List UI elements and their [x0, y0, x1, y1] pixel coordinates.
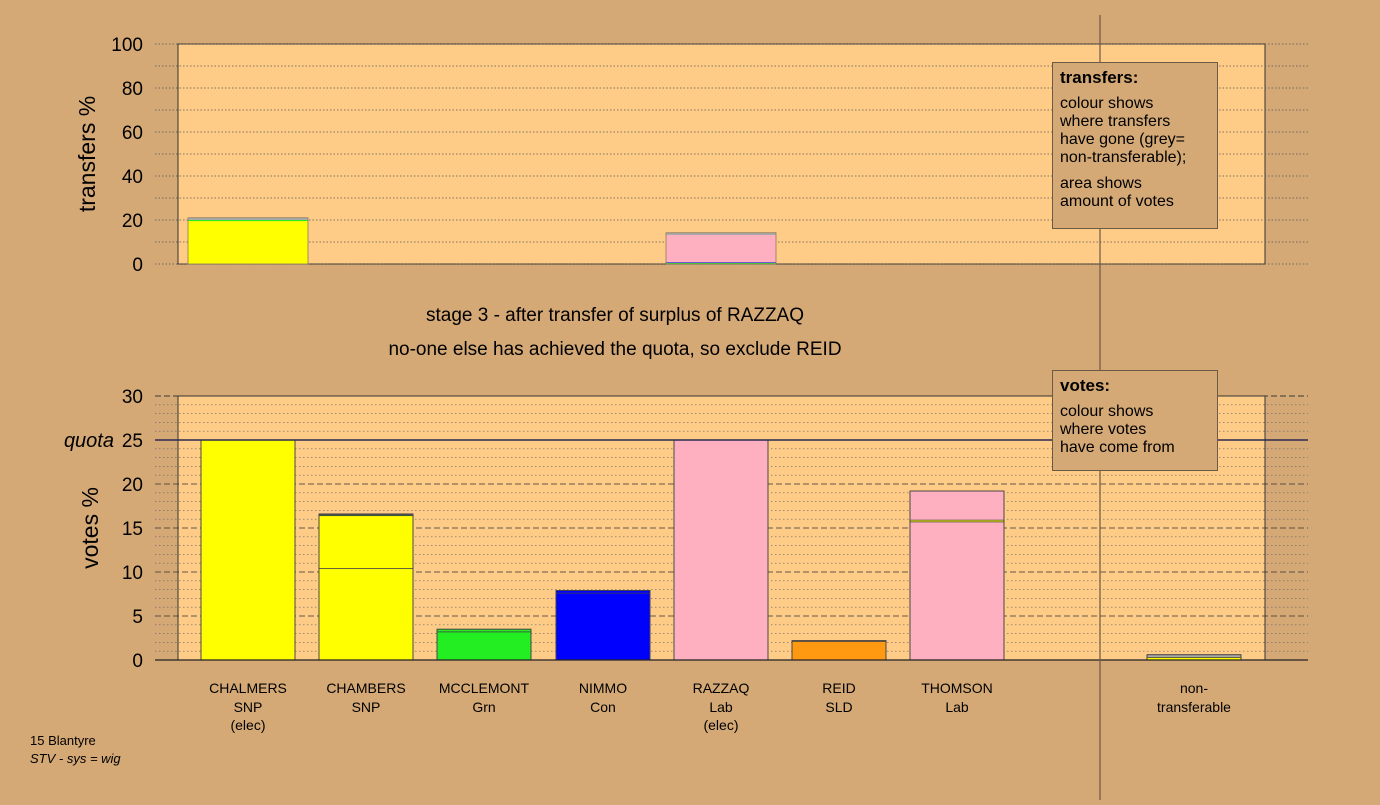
votes-tick-label: 20: [122, 475, 143, 496]
vote-bar-segment: [436, 631, 532, 661]
candidate-elected-note: (elec): [703, 717, 738, 733]
candidate-name: RAZZAQ: [693, 680, 750, 696]
transfers-axis-label: transfers %: [74, 96, 100, 212]
vote-bar-segment: [200, 439, 296, 661]
quota-label: quota: [64, 430, 114, 452]
votes-axis-label: votes %: [77, 487, 103, 569]
system-note: STV - sys = wig: [30, 751, 121, 766]
votes-legend-title: votes:: [1060, 376, 1111, 395]
transfer-bar-segment: [666, 234, 776, 263]
votes-tick-label: 15: [122, 519, 143, 540]
transfer-bar-outline: [665, 232, 777, 265]
votes-tick-label: 30: [122, 387, 143, 408]
transfers-tick-label: 20: [122, 211, 143, 232]
candidate-party: Grn: [472, 699, 495, 715]
transfers-legend-line: area shows: [1060, 175, 1142, 192]
transfer-bar-segment: [188, 220, 308, 222]
transfers-legend-line: colour shows: [1060, 95, 1154, 112]
votes-legend: votes: colour shows where votes have com…: [1052, 370, 1218, 471]
candidate-party: SLD: [825, 699, 852, 715]
candidate-party: SNP: [234, 699, 263, 715]
candidate-name: THOMSON: [921, 680, 993, 696]
transfer-bar-outline: [187, 217, 309, 265]
transfer-bar-segment: [666, 262, 776, 263]
vote-bar-segment: [318, 568, 414, 661]
transfer-bar-segment: [666, 262, 776, 264]
transfer-bar-segment: [666, 232, 776, 235]
votes-tick-label: 25: [122, 431, 143, 452]
ward-name: 15 Blantyre: [30, 733, 96, 748]
vote-bar-segment: [318, 515, 414, 569]
votes-legend-line: colour shows: [1060, 403, 1154, 420]
candidate-name: CHALMERS: [209, 680, 287, 696]
transfers-tick-label: 40: [122, 167, 143, 188]
transfers-legend: transfers: colour shows where transfers …: [1052, 62, 1218, 229]
nontransferable-label: non-: [1180, 680, 1208, 696]
votes-legend-line: where votes: [1060, 421, 1147, 438]
transfers-tick-label: 60: [122, 123, 143, 144]
votes-tick-label: 5: [132, 607, 143, 628]
transfers-tick-label: 80: [122, 79, 143, 100]
transfers-legend-line: non-transferable);: [1060, 149, 1187, 166]
vote-bar-segment: [909, 490, 1005, 521]
vote-bar-segment: [791, 641, 887, 661]
transfers-legend-line: where transfers: [1060, 113, 1171, 130]
candidate-party: Lab: [945, 699, 969, 715]
transfers-tick-label: 100: [111, 35, 143, 56]
candidate-elected-note: (elec): [230, 717, 265, 733]
votes-tick-label: 0: [132, 651, 143, 672]
transfers-legend-title: transfers:: [1060, 68, 1139, 87]
transfers-legend-line: amount of votes: [1060, 193, 1174, 210]
vote-bar-segment: [555, 592, 651, 661]
candidate-name: NIMMO: [579, 680, 627, 696]
stage-heading: stage 3 - after transfer of surplus of R…: [425, 305, 805, 326]
transfers-legend-line: have gone (grey=: [1060, 131, 1185, 148]
stage-exclusion-note: no-one else has achieved the quota, so e…: [388, 339, 842, 360]
transfer-bar-segment: [188, 221, 308, 264]
candidate-name: CHAMBERS: [326, 680, 405, 696]
candidate-party: Lab: [709, 699, 733, 715]
vote-bar-segment: [673, 439, 769, 661]
nontransferable-label: transferable: [1157, 699, 1231, 715]
candidate-party: SNP: [352, 699, 381, 715]
transfers-tick-label: 0: [132, 255, 143, 276]
candidate-party: Con: [590, 699, 616, 715]
transfer-bar-segment: [188, 217, 308, 220]
votes-legend-line: have come from: [1060, 439, 1175, 456]
candidate-name: REID: [822, 680, 855, 696]
vote-bar-segment: [909, 521, 1005, 661]
candidate-name: MCCLEMONT: [439, 680, 530, 696]
votes-tick-label: 10: [122, 563, 143, 584]
